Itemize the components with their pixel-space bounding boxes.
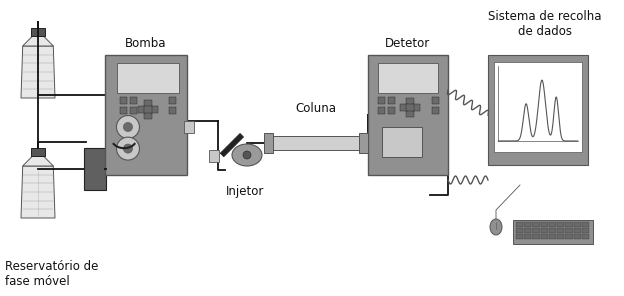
Bar bbox=[169, 107, 176, 114]
Bar bbox=[432, 107, 439, 114]
Polygon shape bbox=[22, 156, 53, 166]
Bar bbox=[120, 97, 127, 104]
Bar bbox=[144, 100, 152, 107]
Bar bbox=[120, 107, 127, 114]
Text: Reservatório de
fase móvel: Reservatório de fase móvel bbox=[5, 260, 99, 288]
Bar bbox=[144, 106, 152, 113]
Bar bbox=[532, 222, 540, 227]
Bar bbox=[549, 228, 556, 233]
Bar bbox=[31, 148, 46, 156]
Bar bbox=[549, 234, 556, 239]
Bar bbox=[582, 228, 589, 233]
Bar bbox=[516, 234, 523, 239]
Bar bbox=[582, 234, 589, 239]
Bar bbox=[117, 63, 179, 94]
Bar bbox=[388, 107, 394, 114]
Bar bbox=[582, 222, 589, 227]
Bar bbox=[565, 222, 573, 227]
Bar bbox=[524, 228, 532, 233]
Bar bbox=[150, 106, 158, 113]
Bar bbox=[359, 133, 368, 153]
Bar bbox=[378, 107, 384, 114]
Bar bbox=[264, 133, 273, 153]
Bar bbox=[378, 63, 439, 94]
Text: Injetor: Injetor bbox=[226, 185, 264, 198]
Bar bbox=[184, 121, 194, 133]
Bar bbox=[105, 55, 187, 175]
Bar bbox=[209, 150, 219, 162]
Bar bbox=[573, 234, 581, 239]
Bar bbox=[573, 228, 581, 233]
Bar bbox=[549, 222, 556, 227]
Bar bbox=[532, 234, 540, 239]
Bar bbox=[524, 222, 532, 227]
Text: Coluna: Coluna bbox=[296, 102, 336, 115]
Text: Sistema de recolha
de dados: Sistema de recolha de dados bbox=[488, 10, 602, 38]
Bar bbox=[532, 228, 540, 233]
Circle shape bbox=[243, 151, 251, 159]
Bar bbox=[273, 136, 359, 150]
Circle shape bbox=[124, 144, 132, 153]
Polygon shape bbox=[22, 36, 53, 46]
Bar bbox=[368, 55, 448, 175]
Bar bbox=[494, 62, 582, 152]
Bar bbox=[138, 106, 145, 113]
Bar bbox=[524, 234, 532, 239]
Bar bbox=[540, 234, 548, 239]
Polygon shape bbox=[220, 133, 243, 157]
Polygon shape bbox=[21, 46, 55, 98]
Bar bbox=[130, 97, 137, 104]
Bar bbox=[557, 228, 564, 233]
Polygon shape bbox=[21, 166, 55, 218]
Bar bbox=[399, 104, 407, 111]
Bar bbox=[406, 110, 414, 117]
Bar bbox=[565, 234, 573, 239]
Ellipse shape bbox=[232, 144, 262, 166]
Bar bbox=[573, 222, 581, 227]
Bar bbox=[31, 28, 46, 36]
Circle shape bbox=[117, 115, 139, 139]
Bar bbox=[406, 104, 414, 111]
Bar bbox=[432, 97, 439, 104]
Bar bbox=[144, 112, 152, 119]
Circle shape bbox=[124, 123, 132, 132]
Bar bbox=[383, 127, 422, 157]
Text: Detetor: Detetor bbox=[386, 37, 431, 50]
Bar bbox=[84, 148, 106, 190]
Bar bbox=[513, 220, 593, 244]
Bar bbox=[540, 228, 548, 233]
Bar bbox=[557, 222, 564, 227]
Bar bbox=[516, 228, 523, 233]
Bar bbox=[488, 55, 588, 165]
Bar bbox=[412, 104, 419, 111]
Text: Bomba: Bomba bbox=[125, 37, 167, 50]
Bar bbox=[516, 222, 523, 227]
Bar bbox=[378, 97, 384, 104]
Bar bbox=[388, 97, 394, 104]
Ellipse shape bbox=[490, 219, 502, 235]
Bar bbox=[557, 234, 564, 239]
Bar bbox=[565, 228, 573, 233]
Bar bbox=[406, 98, 414, 105]
Circle shape bbox=[117, 137, 139, 160]
Bar bbox=[130, 107, 137, 114]
Bar bbox=[169, 97, 176, 104]
Bar bbox=[540, 222, 548, 227]
